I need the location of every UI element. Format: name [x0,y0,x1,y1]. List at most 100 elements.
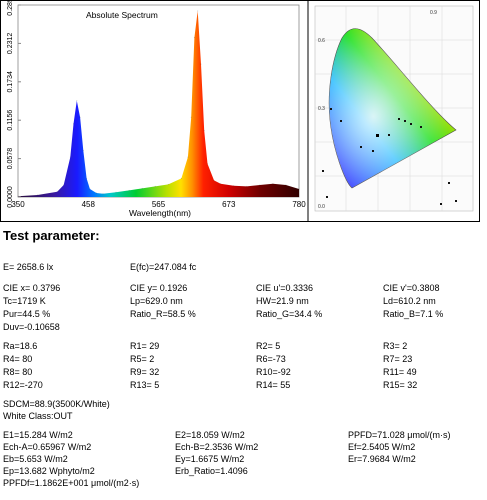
spectrum-point [76,100,78,102]
spectrum-point [69,156,71,158]
cie-diagram: 0.9 0.6 0.3 0.0 [314,5,474,212]
parameter-line: R4= 80 [3,354,33,364]
spectrum-point [167,183,169,185]
parameter-line: Ep=13.682 Wphyto/m2 [3,466,95,476]
spectrum-point [197,10,199,12]
spectrum-point [220,183,222,185]
spectrum-point [37,194,39,196]
spectrum-point [95,192,97,194]
x-tick-label: 458 [82,200,96,209]
parameter-line: White Class:OUT [3,411,73,421]
y-tick-label: 0.1156 [7,110,14,131]
spectrum-point [79,116,81,118]
y-tick-label: 0.2890 [7,0,14,16]
plot-area [17,4,300,198]
cie-label-1: 0.9 [430,10,437,16]
x-tick-label: 780 [292,200,306,209]
spectrum-point [141,187,143,189]
parameter-line: Eb=5.653 W/m2 [3,454,68,464]
parameter-line: R5= 2 [130,354,155,364]
parameter-line: R6=-73 [256,354,286,364]
cie-markers [322,108,457,205]
y-tick-label: 0.0000 [7,186,14,208]
spectrum-area-layer [17,10,300,197]
y-tick-labels: 0.0000 0.0578 0.1156 0.1734 0.2312 0.2890 [7,0,21,208]
parameter-line: E= 2658.6 lx [3,262,54,272]
parameter-line: R14= 55 [256,380,291,390]
parameter-line: Duv=-0.10658 [3,322,60,332]
chart-title: Absolute Spectrum [86,10,158,20]
parameter-line: Ratio_B=7.1 % [383,309,444,319]
parameter-line: R15= 32 [383,380,418,390]
cie-label-3: 0.3 [318,106,325,112]
spectrum-point [285,184,287,186]
spectrum-point [298,188,300,190]
spectrum-point [82,150,84,151]
spectrum-point [102,193,104,195]
spectrum-point [187,156,189,158]
parameter-line: R1= 29 [130,341,160,351]
parameter-line: R9= 32 [130,367,160,377]
spectrum-chart: 0.0000 0.0578 0.1156 0.1734 0.2312 0.2890 350… [0,0,480,222]
spectrum-point [154,185,156,187]
parameter-line: Ey=1.6675 W/m2 [175,454,245,464]
parameter-line: R8= 80 [3,367,33,377]
x-tick-label: 350 [11,200,25,209]
y-tick-label: 0.2312 [7,33,14,55]
parameter-line: R11= 49 [383,367,417,377]
parameter-line: HW=21.9 nm [256,296,309,306]
parameter-line: Ech-A=0.65967 W/m2 [3,442,92,452]
parameter-line: Pur=44.5 % [3,309,51,319]
parameter-line: R12=-270 [3,380,43,390]
spectrum-point [233,185,235,187]
cie-label-4: 0.0 [318,204,325,210]
y-tick-label: 0.0578 [7,148,14,170]
parameter-line: CIE y= 0.1926 [130,283,188,293]
spectrum-point [190,116,192,118]
spectrum-point [259,184,261,186]
x-tick-label: 673 [222,200,236,209]
spectrum-point [128,189,130,191]
cie-white-region [329,28,456,189]
parameter-line: Erb_Ratio=1.4096 [175,466,248,476]
x-axis-label: Wavelength(nm) [129,208,191,218]
x-tick-labels: 350 458 565 673 780 [11,200,306,209]
parameter-line: E1=15.284 W/m2 [3,430,73,440]
parameter-line: R7= 23 [383,354,413,364]
parameter-line: PPFD=71.028 μmol/(m·s) [348,430,451,440]
spectrum-point [207,163,208,165]
chart-panel: 0.0000 0.0578 0.1156 0.1734 0.2312 0.2890 350… [0,0,480,222]
parameter-line: Lp=629.0 nm [130,296,183,306]
parameter-line: Ld=610.2 nm [383,296,436,306]
parameter-line: CIE x= 0.3796 [3,283,61,293]
spectrum-point [63,184,65,186]
spectrum-point [203,130,205,132]
spectrum-point [272,183,274,185]
spectrum-point [200,63,202,65]
y-tick-label: 0.1734 [7,71,14,93]
spectrum-point [89,188,91,190]
spectrum-area [18,11,299,197]
parameter-line: Ra=18.6 [3,341,38,351]
parameter-line: R13= 5 [130,380,160,390]
spectrum-point [86,177,88,179]
parameter-line: Ratio_R=58.5 % [130,309,196,319]
spectrum-point [73,123,74,125]
parameter-line: CIE u'=0.3336 [256,283,314,293]
parameter-line: E(fc)=247.084 fc [130,262,197,272]
section-title: Test parameter: [3,228,100,243]
parameter-line: SDCM=88.9(3500K/White) [3,399,110,409]
parameter-line: Ech-B=2.3536 W/m2 [175,442,259,452]
cie-label-2: 0.6 [318,38,325,44]
spectrum-point [56,191,58,193]
parameter-line: Tc=1719 K [3,296,46,306]
spectrum-point [180,177,182,179]
parameter-line: Ef=2.5405 W/m2 [348,442,416,452]
spectrum-point [246,185,248,187]
parameter-line: R10=-92 [256,367,291,377]
parameter-line: Ratio_G=34.4 % [256,309,323,319]
spectrum-point [115,191,117,193]
spectrum-point [193,37,195,39]
parameter-line: CIE v'=0.3808 [383,283,440,293]
x-tick-label: 565 [152,200,166,209]
